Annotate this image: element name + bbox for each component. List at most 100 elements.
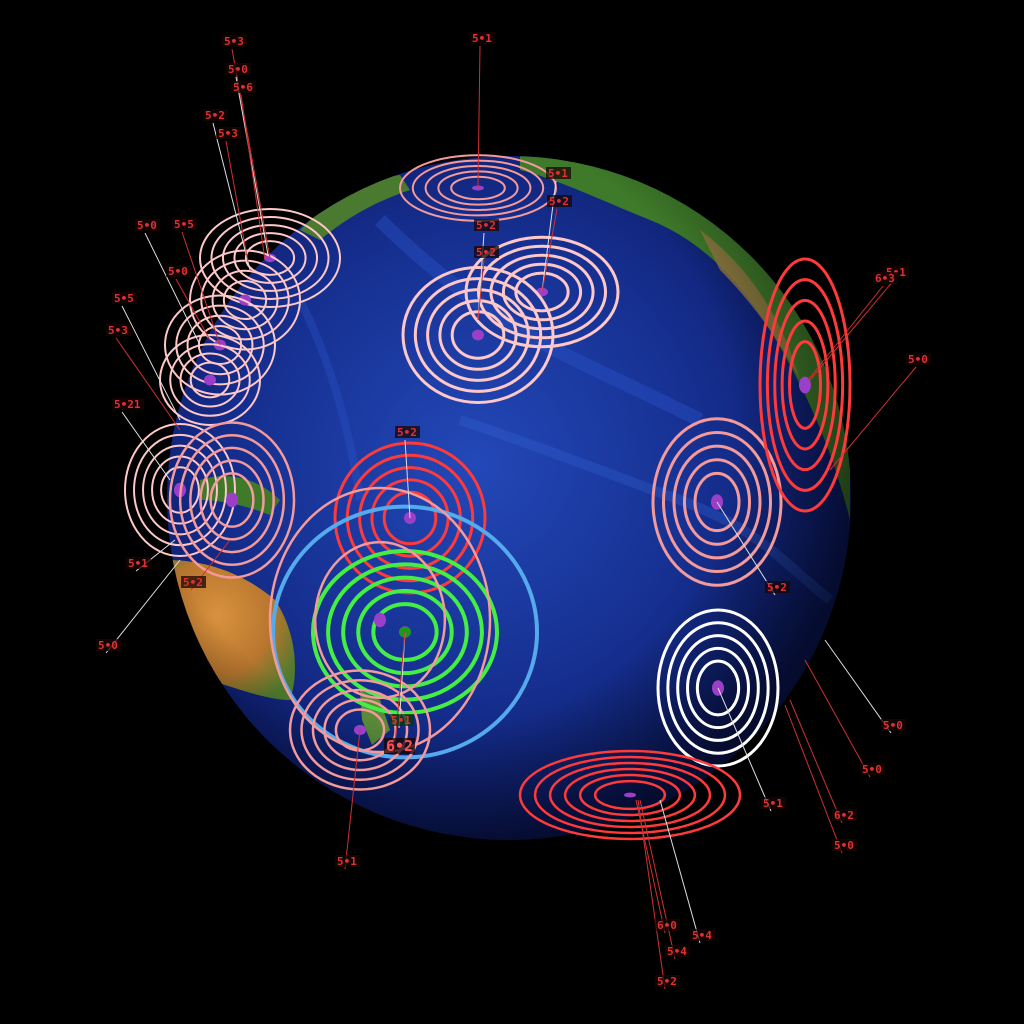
magnitude-label-bg <box>222 35 247 47</box>
quake-ring <box>672 444 762 560</box>
quake-ring <box>221 224 319 292</box>
magnitude-label: 5•2 <box>767 581 787 594</box>
quake-ring-set <box>656 608 780 768</box>
magnitude-label-bg <box>761 797 786 809</box>
leader-line <box>344 729 361 870</box>
quake-ring <box>682 458 752 546</box>
quake-ring <box>210 216 330 300</box>
quake-ring <box>300 679 420 781</box>
quake-ring <box>426 288 530 382</box>
quake-ring <box>780 319 830 451</box>
quake-ring-set <box>311 549 499 715</box>
quake-ring <box>169 343 251 417</box>
quake-ring <box>271 504 539 760</box>
magnitude-label-bg <box>389 714 414 726</box>
quake-ring <box>133 433 227 547</box>
quake-ring <box>222 279 268 321</box>
quake-ring <box>578 773 682 817</box>
quake-ring <box>518 749 742 841</box>
leader-line <box>235 76 269 256</box>
quake-ring <box>209 472 255 528</box>
magnitude-label: 5•1 <box>548 167 568 180</box>
quake-ring <box>334 708 386 752</box>
quake-ring <box>200 259 290 341</box>
leader-line <box>477 45 481 189</box>
magnitude-label-bg <box>181 576 206 588</box>
magnitude-label: 5•0 <box>862 763 882 776</box>
quake-ring <box>593 779 667 811</box>
magnitude-label-bg <box>135 219 160 231</box>
quake-ring <box>676 634 760 742</box>
quake-ring <box>189 446 275 554</box>
earthquake-rings <box>124 154 852 841</box>
magnitude-label: 5•4 <box>667 945 687 958</box>
magnitude-label: 5•1 <box>128 557 148 570</box>
magnitude-label-bg <box>203 109 228 121</box>
magnitude-label: 5•3 <box>108 324 128 337</box>
quake-ring <box>563 767 697 823</box>
quake-ring <box>244 240 296 276</box>
quake-ring <box>178 433 286 567</box>
magnitude-label-bg <box>384 738 415 754</box>
magnitude-label-bg <box>655 975 680 987</box>
magnitude-label-bg <box>665 945 690 957</box>
magnitude-label: 5•2 <box>476 246 496 259</box>
magnitude-label-bg <box>832 809 857 821</box>
quake-ring <box>788 340 822 430</box>
quake-ring <box>311 549 499 715</box>
magnitude-label: 6•0 <box>657 919 677 932</box>
quake-ring <box>693 471 741 533</box>
quake-ring <box>413 277 543 393</box>
quake-ring-set <box>401 266 555 404</box>
magnitude-label-bg <box>765 581 790 593</box>
magnitude-label-bg <box>106 324 131 336</box>
quake-ring <box>661 430 773 574</box>
magnitude-label-bg <box>335 855 360 867</box>
magnitude-label: 5•3 <box>224 35 244 48</box>
magnitude-label: 5•4 <box>692 929 712 942</box>
magnitude-label-bg <box>231 81 256 93</box>
quake-epicenter <box>472 329 484 341</box>
magnitude-label: 5•5 <box>174 218 194 231</box>
magnitude-label-bg <box>112 398 144 410</box>
leader-line <box>716 501 776 596</box>
quake-ring <box>175 304 265 386</box>
magnitude-label-bg <box>112 292 137 304</box>
quake-epicenter <box>624 792 636 798</box>
magnitude-label-bg <box>395 426 420 438</box>
leader-line <box>115 337 181 431</box>
magnitude-label: 5•5 <box>114 292 134 305</box>
magnitude-label: 5•0 <box>98 639 118 652</box>
magnitude-label: 5•2 <box>183 576 203 589</box>
quake-ring <box>323 698 397 762</box>
magnitude-label-bg <box>881 719 906 731</box>
magnitude-label-bg <box>216 127 241 139</box>
magnitude-label-bg <box>906 353 931 365</box>
leader-line <box>121 411 171 481</box>
leader-line <box>637 799 666 990</box>
quake-ring <box>695 659 741 717</box>
magnitude-label-bg <box>546 167 571 179</box>
quake-ring-set <box>168 421 296 579</box>
magnitude-label-bg <box>655 919 680 931</box>
leader-line <box>659 799 701 944</box>
leader-line <box>829 366 917 471</box>
magnitude-label-bg <box>474 219 499 231</box>
quake-epicenter <box>374 612 386 628</box>
leader-line <box>181 231 221 346</box>
quake-ring <box>211 269 279 331</box>
leader-line <box>804 659 871 778</box>
quake-ring-set <box>518 749 742 841</box>
quake-ring <box>199 459 265 541</box>
quake-ring <box>268 486 492 754</box>
magnitude-label-bg <box>470 32 495 44</box>
quake-ring <box>438 299 518 371</box>
magnitude-label: 5•0 <box>883 719 903 732</box>
magnitude-label: 5•0 <box>137 219 157 232</box>
quake-ring-set <box>288 669 432 791</box>
quake-ring <box>356 588 454 676</box>
quake-ring <box>142 444 218 536</box>
magnitude-label-bg <box>96 639 121 651</box>
magnitude-label: 5•2 <box>476 219 496 232</box>
quake-ring <box>371 602 439 662</box>
